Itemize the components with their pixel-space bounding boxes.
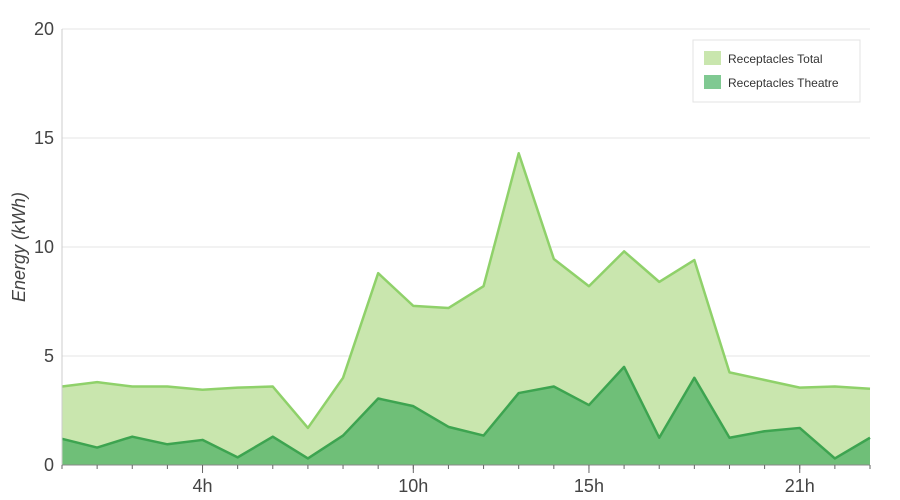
legend-swatch-1[interactable] (704, 75, 721, 89)
legend-label-0[interactable]: Receptacles Total (728, 52, 823, 66)
y-tick-label: 5 (44, 346, 54, 366)
legend-label-1[interactable]: Receptacles Theatre (728, 76, 839, 90)
axes: 0 5 10 15 20 4h 10h 15h 21h (34, 19, 871, 496)
x-tick-label: 21h (785, 476, 815, 496)
series-line-1 (61, 365, 871, 460)
legend[interactable]: Receptacles Total Receptacles Theatre (692, 39, 861, 103)
legend-swatch-0[interactable] (704, 51, 721, 65)
legend-box (692, 39, 861, 103)
series-areas (61, 152, 871, 465)
y-tick-label: 20 (34, 19, 54, 39)
x-tick-label: 15h (574, 476, 604, 496)
y-tick-label: 10 (34, 237, 54, 257)
series-line-0 (61, 152, 871, 430)
series-area-0 (62, 153, 870, 465)
y-axis-title: Energy (kWh) (9, 192, 29, 302)
y-tick-label: 15 (34, 128, 54, 148)
y-tick-label: 0 (44, 455, 54, 475)
series-area-1 (62, 366, 870, 465)
x-tick-label: 4h (193, 476, 213, 496)
x-tick-label: 10h (398, 476, 428, 496)
